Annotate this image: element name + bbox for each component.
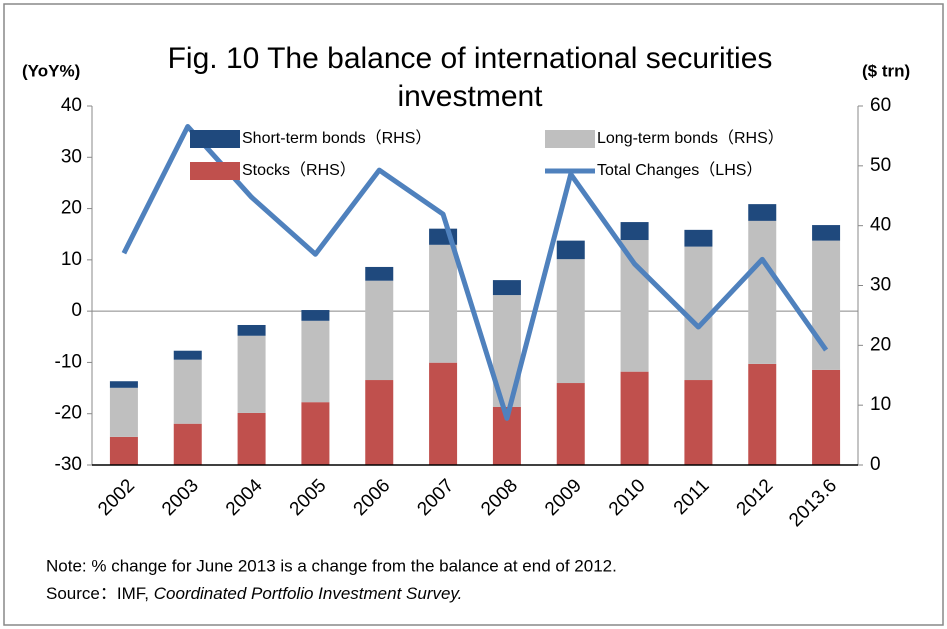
bar-segment xyxy=(365,266,394,281)
source-title: Coordinated Portfolio Investment Survey. xyxy=(154,584,463,603)
y-tick-label: 30 xyxy=(61,146,82,167)
y2-tick-label: 50 xyxy=(870,155,891,176)
bar-segment xyxy=(556,240,585,260)
note: Note: % change for June 2013 is a change… xyxy=(46,556,617,575)
x-tick-label: 2008 xyxy=(477,475,522,520)
x-tick-label: 2009 xyxy=(541,475,586,520)
bar-segment xyxy=(301,320,330,403)
y-tick-label: -20 xyxy=(55,403,82,424)
bar-segment xyxy=(301,402,330,465)
bar-segment xyxy=(173,423,202,465)
bar-segment xyxy=(684,380,713,465)
y2-tick-label: 10 xyxy=(870,394,891,415)
bar-segment xyxy=(556,383,585,465)
bar-segment xyxy=(109,381,138,388)
bar-segment xyxy=(109,436,138,465)
x-tick-label: 2005 xyxy=(286,475,331,520)
y-axis-title: (YoY%) xyxy=(22,61,80,80)
bar-segment xyxy=(109,387,138,437)
bar-segment xyxy=(237,335,266,413)
legend-label: Long-term bonds（RHS） xyxy=(597,129,784,147)
x-tick-label: 2011 xyxy=(670,475,714,519)
y2-tick-label: 60 xyxy=(870,95,891,116)
bar-segment xyxy=(301,310,330,321)
chart-title: Fig. 10 The balance of international sec… xyxy=(167,42,773,113)
bar-segment xyxy=(556,259,585,384)
legend-swatch xyxy=(190,130,240,148)
bar-segment xyxy=(812,240,841,370)
x-tick-label: 2012 xyxy=(733,475,778,520)
y-tick-label: 20 xyxy=(61,198,82,219)
x-tick-label: 2003 xyxy=(158,475,203,520)
y-tick-label: -30 xyxy=(55,454,82,475)
x-tick-label: 2006 xyxy=(350,475,395,520)
bar-segment xyxy=(429,244,458,363)
bar-segment xyxy=(173,359,202,424)
legend-swatch xyxy=(545,130,595,148)
y2-tick-label: 20 xyxy=(870,334,891,355)
bar-segment xyxy=(812,369,841,465)
bar-segment xyxy=(684,246,713,381)
bar-segment xyxy=(492,280,521,296)
y2-axis-title: ($ trn) xyxy=(862,61,910,80)
bar-segment xyxy=(812,225,841,241)
legend-label: Total Changes（LHS） xyxy=(597,161,762,179)
legend-swatch xyxy=(190,162,240,180)
bar-segment xyxy=(237,324,266,336)
bar-segment xyxy=(620,222,649,241)
bar-segment xyxy=(748,204,777,221)
bar-segment xyxy=(365,280,394,381)
bar-segment xyxy=(620,371,649,465)
y2-tick-label: 0 xyxy=(870,454,881,475)
line xyxy=(121,124,829,421)
bar-segment xyxy=(173,350,202,360)
source: Source：IMF, Coordinated Portfolio Invest… xyxy=(46,584,462,603)
bar-segment xyxy=(237,412,266,465)
source-label: Source：IMF, xyxy=(46,584,149,603)
y-tick-label: 10 xyxy=(61,249,82,270)
legend-label: Stocks（RHS） xyxy=(242,161,356,179)
y-tick-label: 40 xyxy=(61,95,82,116)
y-tick-label: -10 xyxy=(55,351,82,372)
legend-label: Short-term bonds（RHS） xyxy=(242,129,431,147)
x-tick-label: 2010 xyxy=(605,475,650,520)
y2-tick-label: 40 xyxy=(870,215,891,236)
frame xyxy=(3,3,944,626)
x-tick-label: 2002 xyxy=(94,475,139,520)
bar-segment xyxy=(365,380,394,465)
bar-segment xyxy=(429,362,458,465)
x-tick-label: 2007 xyxy=(413,475,458,520)
bar-segment xyxy=(748,363,777,465)
bar-segment xyxy=(684,229,713,247)
bar-segment xyxy=(748,220,777,364)
x-tick-label: 2004 xyxy=(222,475,267,520)
y-tick-label: 0 xyxy=(71,300,82,321)
y2-tick-label: 30 xyxy=(870,275,891,296)
x-tick-label: 2013.6 xyxy=(785,475,841,531)
